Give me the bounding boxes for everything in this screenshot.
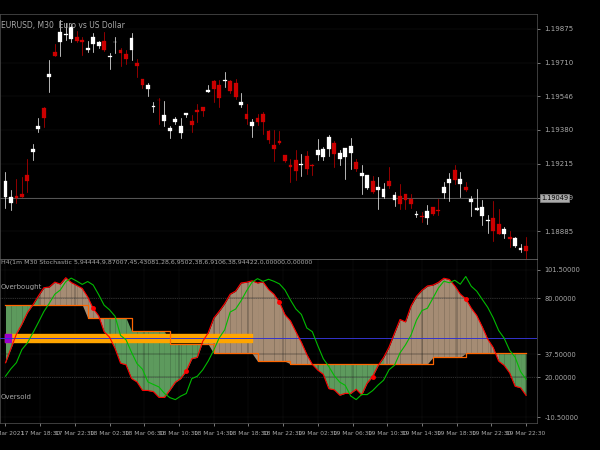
Bar — [409, 198, 413, 204]
Bar — [163, 115, 166, 121]
Bar — [124, 54, 128, 58]
Bar — [107, 56, 112, 57]
Bar — [47, 74, 51, 77]
Bar — [228, 81, 232, 91]
Text: Oversold: Oversold — [1, 394, 32, 400]
Bar — [305, 156, 309, 169]
Bar — [289, 165, 292, 167]
Bar — [508, 238, 512, 239]
Bar — [25, 175, 29, 181]
Bar — [58, 32, 62, 42]
Bar — [86, 48, 89, 50]
Bar — [349, 146, 353, 153]
Bar — [217, 85, 221, 98]
Bar — [135, 63, 139, 66]
Bar — [206, 90, 210, 92]
Bar — [256, 118, 259, 122]
Bar — [4, 181, 7, 197]
Bar — [119, 50, 122, 53]
Bar — [283, 155, 287, 161]
Bar — [404, 194, 407, 200]
Bar — [245, 113, 248, 119]
Bar — [80, 40, 84, 42]
Bar — [294, 160, 298, 171]
Bar — [31, 149, 35, 152]
Bar — [480, 207, 484, 216]
Bar — [70, 27, 73, 39]
Bar — [491, 218, 495, 231]
Bar — [234, 83, 238, 97]
Bar — [327, 137, 331, 149]
Bar — [469, 199, 473, 202]
Bar — [464, 186, 467, 190]
Bar — [53, 52, 57, 56]
Text: H4(1m M30 Stochastic 5,94444,9,87007,45,43081,28,6,9502,38,6,9106,38,94422,0,000: H4(1m M30 Stochastic 5,94444,9,87007,45,… — [1, 260, 313, 265]
Bar — [140, 79, 145, 85]
Bar — [102, 41, 106, 50]
Bar — [458, 180, 462, 184]
Bar — [190, 121, 194, 125]
Bar — [524, 246, 528, 252]
Text: EURUSD, M30  Euro vs US Dollar: EURUSD, M30 Euro vs US Dollar — [1, 21, 125, 30]
Bar — [343, 148, 347, 157]
Bar — [387, 181, 391, 186]
Bar — [37, 126, 40, 129]
Bar — [212, 81, 215, 89]
Bar — [179, 126, 183, 133]
Bar — [332, 143, 336, 154]
Bar — [146, 85, 150, 90]
Bar — [152, 107, 155, 108]
Bar — [130, 38, 133, 50]
Bar — [448, 179, 451, 183]
Bar — [261, 114, 265, 122]
Bar — [91, 36, 95, 44]
Bar — [75, 37, 79, 40]
Bar — [14, 196, 19, 198]
Bar — [354, 162, 358, 169]
Text: Overbought: Overbought — [1, 284, 43, 290]
Bar — [497, 224, 500, 234]
Bar — [97, 42, 101, 46]
Bar — [338, 153, 341, 159]
Bar — [168, 128, 172, 131]
Bar — [453, 170, 457, 180]
Bar — [360, 173, 364, 176]
Bar — [513, 238, 517, 246]
Bar — [365, 175, 369, 188]
Bar — [42, 108, 46, 118]
Bar — [250, 122, 254, 126]
Bar — [322, 149, 325, 157]
Bar — [278, 141, 281, 143]
Bar — [266, 131, 271, 140]
Bar — [502, 229, 506, 234]
Bar — [196, 110, 199, 112]
Bar — [173, 119, 177, 122]
Bar — [398, 196, 402, 204]
Bar — [475, 208, 479, 210]
Bar — [436, 210, 440, 211]
Bar — [431, 207, 435, 214]
Bar — [442, 187, 446, 194]
Bar — [20, 194, 24, 197]
Bar — [392, 195, 397, 199]
Bar — [201, 108, 205, 111]
Bar — [239, 103, 243, 105]
Bar — [316, 150, 320, 155]
Bar — [518, 248, 523, 250]
Bar — [415, 214, 418, 215]
Text: 1.19049: 1.19049 — [541, 195, 568, 201]
Bar — [9, 197, 13, 203]
Bar — [371, 181, 374, 192]
Bar — [64, 34, 68, 36]
Bar — [184, 113, 188, 115]
Bar — [310, 165, 314, 166]
Bar — [425, 211, 430, 217]
Bar — [376, 187, 380, 190]
Bar — [382, 189, 385, 197]
Bar — [272, 145, 276, 149]
